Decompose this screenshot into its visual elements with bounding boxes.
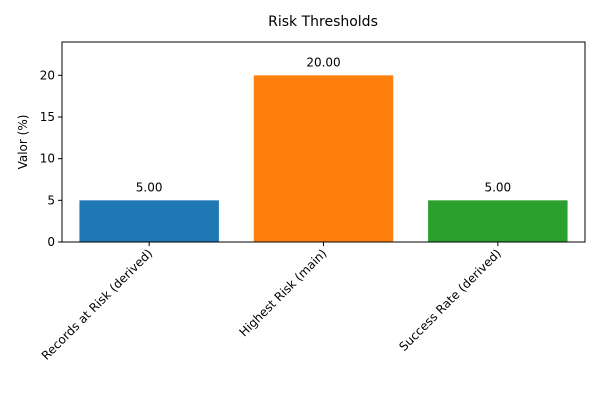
plot-frame xyxy=(61,41,586,243)
chart-title: Risk Thresholds xyxy=(268,14,378,30)
x-tick-label: Records at Risk (derived) xyxy=(39,246,156,363)
y-tick-label: 20 xyxy=(40,68,55,82)
x-ticks-layer: Records at Risk (derived) Highest Risk (m… xyxy=(39,242,504,363)
bar xyxy=(428,200,568,242)
bar-value-label: 5.00 xyxy=(136,180,163,194)
y-tick-label: 0 xyxy=(47,235,55,249)
data-labels-layer: 5.00 20.00 5.00 xyxy=(136,55,511,194)
y-tick-label: 15 xyxy=(40,110,55,124)
bar xyxy=(79,200,219,242)
y-axis-label: Valor (%) xyxy=(16,115,30,170)
y-ticks-layer: 0 5 10 15 20 xyxy=(40,68,62,249)
y-tick-label: 10 xyxy=(40,152,55,166)
y-tick-label: 5 xyxy=(47,193,55,207)
bar xyxy=(253,75,394,242)
x-tick-label: Success Rate (derived) xyxy=(396,246,504,354)
bars-layer xyxy=(79,75,568,242)
bar-value-label: 5.00 xyxy=(484,180,511,194)
bar-value-label: 20.00 xyxy=(306,55,340,69)
x-tick-label: Highest Risk (main) xyxy=(236,246,329,339)
